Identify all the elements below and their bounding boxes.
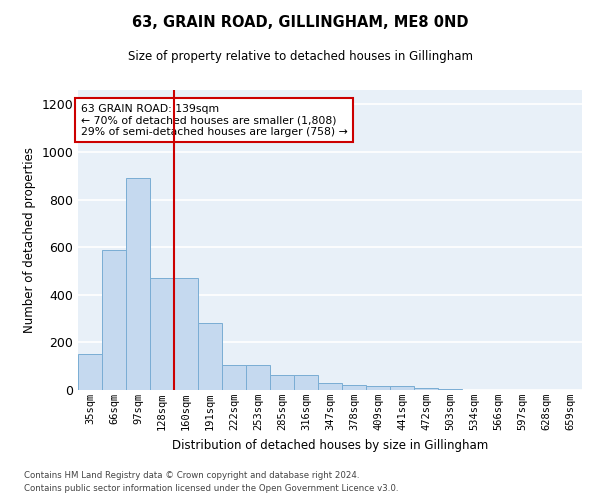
Bar bbox=[438, 389, 462, 390]
Bar bbox=[150, 278, 174, 390]
Bar bbox=[246, 365, 270, 390]
Bar bbox=[174, 278, 198, 390]
Bar bbox=[366, 386, 390, 390]
Bar bbox=[294, 375, 318, 390]
Bar bbox=[102, 250, 126, 390]
Text: Contains public sector information licensed under the Open Government Licence v3: Contains public sector information licen… bbox=[24, 484, 398, 493]
Text: Contains HM Land Registry data © Crown copyright and database right 2024.: Contains HM Land Registry data © Crown c… bbox=[24, 470, 359, 480]
Text: 63, GRAIN ROAD, GILLINGHAM, ME8 0ND: 63, GRAIN ROAD, GILLINGHAM, ME8 0ND bbox=[132, 15, 468, 30]
Bar bbox=[390, 386, 414, 390]
Bar bbox=[78, 354, 102, 390]
Bar bbox=[342, 385, 366, 390]
Bar bbox=[222, 365, 246, 390]
Bar bbox=[198, 324, 222, 390]
Text: Size of property relative to detached houses in Gillingham: Size of property relative to detached ho… bbox=[128, 50, 473, 63]
Bar bbox=[414, 388, 438, 390]
Bar bbox=[318, 384, 342, 390]
Y-axis label: Number of detached properties: Number of detached properties bbox=[23, 147, 36, 333]
Bar bbox=[270, 375, 294, 390]
X-axis label: Distribution of detached houses by size in Gillingham: Distribution of detached houses by size … bbox=[172, 438, 488, 452]
Text: 63 GRAIN ROAD: 139sqm
← 70% of detached houses are smaller (1,808)
29% of semi-d: 63 GRAIN ROAD: 139sqm ← 70% of detached … bbox=[80, 104, 347, 136]
Bar bbox=[126, 178, 150, 390]
